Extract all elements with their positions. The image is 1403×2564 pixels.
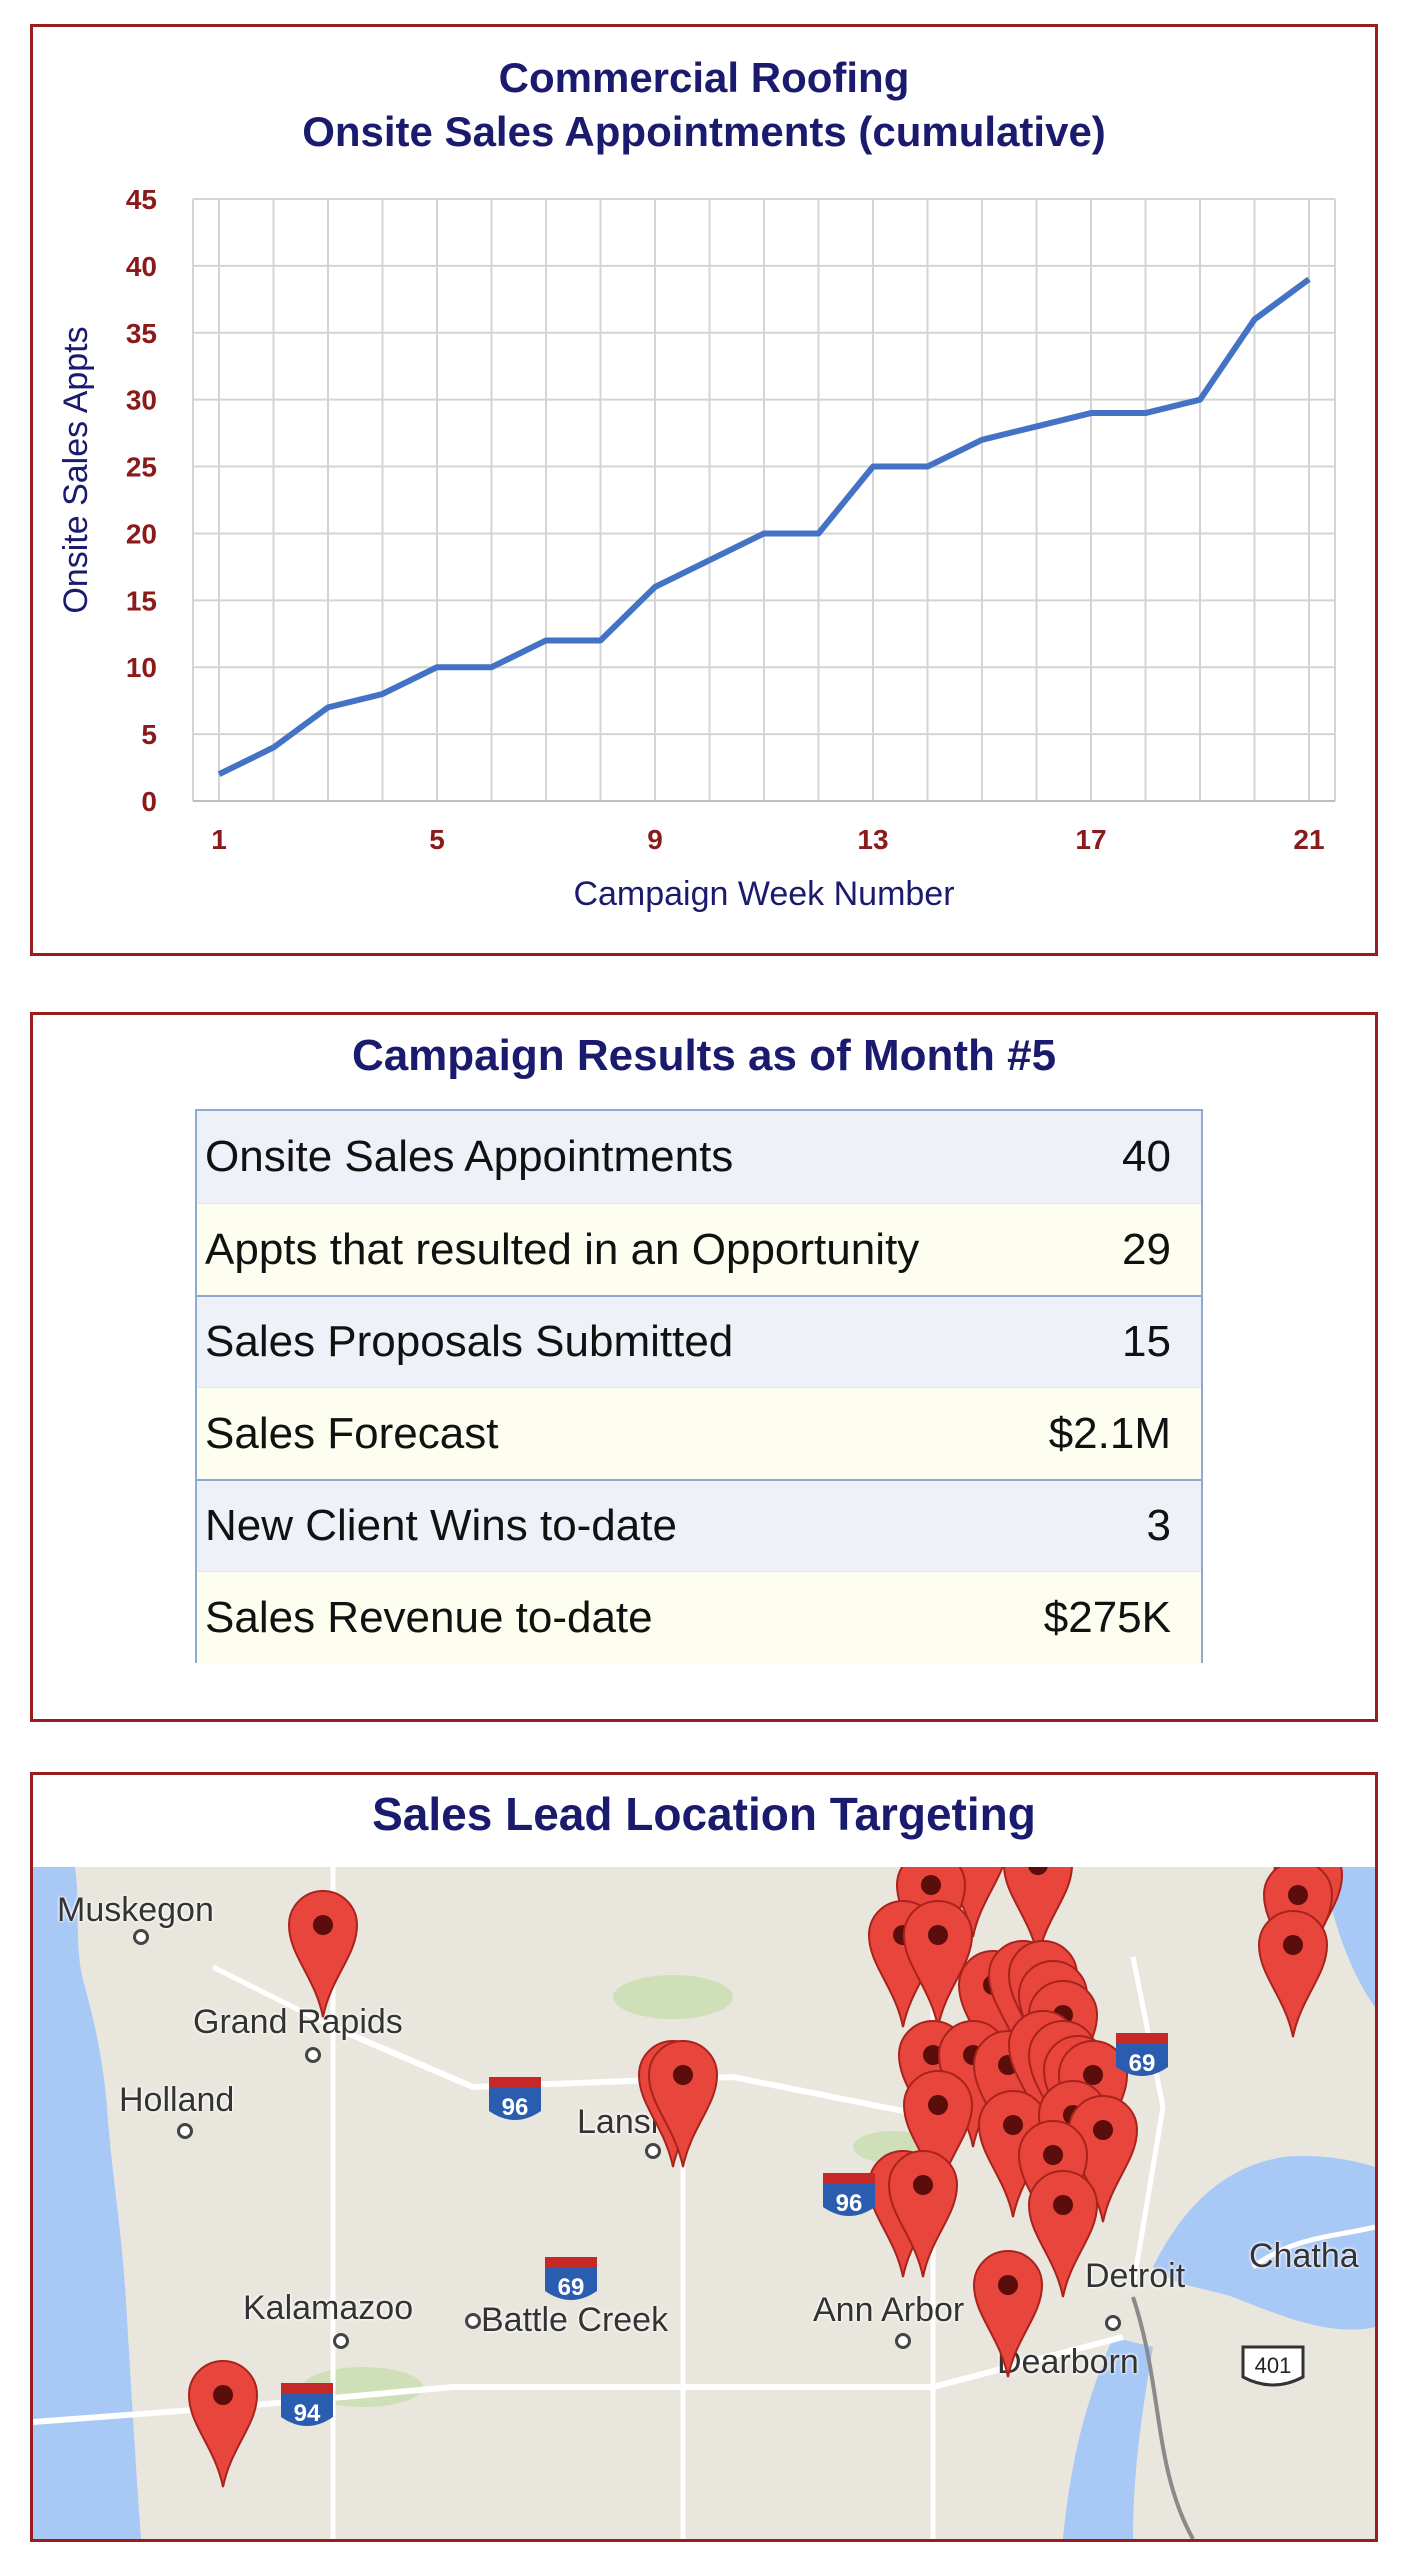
map-pin-icon[interactable] [287, 1890, 359, 2018]
highway-number: 69 [1129, 2050, 1156, 2077]
series-line [217, 276, 1311, 777]
road [1130, 1956, 1166, 2288]
table-row: New Client Wins to-date 3 [197, 1479, 1201, 1571]
x-tick-label: 5 [429, 824, 445, 855]
map-panel: Sales Lead Location Targeting Muskego [30, 1772, 1378, 2542]
map-pin-icon[interactable] [902, 2070, 974, 2198]
table-row: Onsite Sales Appointments 40 [197, 1111, 1201, 1203]
y-tick-label: 20 [126, 518, 157, 549]
highway-number: 401 [1255, 2353, 1292, 2378]
highway-shield-icon: 96 [823, 2173, 875, 2217]
map-pin-icon[interactable] [902, 1900, 974, 2028]
lake-st-clair [1153, 2155, 1375, 2330]
row-label: New Client Wins to-date [205, 1501, 677, 1550]
park-area [613, 1975, 733, 2019]
map-title: Sales Lead Location Targeting [372, 1788, 1036, 1840]
results-panel: Campaign Results as of Month #5 Onsite S… [30, 1012, 1378, 1722]
city-dot [895, 2333, 911, 2349]
city-dot [177, 2123, 193, 2139]
map-pin-icon[interactable] [1003, 1867, 1073, 1958]
row-label: Onsite Sales Appointments [205, 1132, 734, 1181]
row-label: Sales Revenue to-date [205, 1592, 653, 1642]
results-table: Onsite Sales Appointments 40 Appts that … [195, 1109, 1203, 1663]
map-pin-icon[interactable] [1257, 1910, 1329, 2038]
x-tick-label: 17 [1075, 824, 1106, 855]
lake-michigan [33, 1867, 141, 2539]
city-label-dearborn: Dearborn [997, 2343, 1139, 2381]
road [33, 2334, 1124, 2425]
x-tick-label: 13 [857, 824, 888, 855]
y-tick-label: 5 [141, 719, 157, 750]
y-tick-label: 45 [126, 184, 157, 215]
y-axis-label: Onsite Sales Appts [57, 326, 95, 613]
y-tick-label: 15 [126, 585, 157, 616]
city-label-muskegon: Muskegon [57, 1891, 214, 1929]
results-title: Campaign Results as of Month #5 [351, 1031, 1057, 1080]
highway-number: 94 [294, 2400, 321, 2427]
highway-shield-icon: 69 [1116, 2033, 1168, 2077]
city-dot [305, 2047, 321, 2063]
row-value: 15 [1122, 1317, 1171, 1366]
chart-title: Commercial Roofing Onsite Sales Appointm… [33, 51, 1375, 159]
chart-panel: Commercial Roofing Onsite Sales Appointm… [30, 24, 1378, 956]
city-dot [133, 1929, 149, 1945]
city-dot [333, 2333, 349, 2349]
row-value: 3 [1146, 1501, 1171, 1550]
x-tick-label: 9 [647, 824, 663, 855]
y-tick-label: 30 [126, 385, 157, 416]
map-pin-icon[interactable] [972, 2250, 1044, 2378]
road [1251, 2224, 1375, 2270]
chart-title-line1: Commercial Roofing [498, 54, 910, 101]
row-label: Sales Forecast [205, 1408, 499, 1458]
detroit-river [1063, 2337, 1153, 2539]
city-dot [1105, 2315, 1121, 2331]
city-dot [465, 2313, 481, 2329]
map-pin-icon[interactable] [647, 2040, 719, 2168]
map-background [33, 1867, 1375, 2539]
table-row: Sales Revenue to-date $275K [197, 1571, 1201, 1663]
map[interactable]: Muskegon Grand Rapids Holland Lansing Ka… [33, 1867, 1375, 2539]
y-tick-label: 0 [141, 786, 157, 817]
highway-shield-icon: 401 [1241, 2345, 1305, 2387]
table-row: Appts that resulted in an Opportunity 29 [197, 1203, 1201, 1295]
row-value: 40 [1122, 1132, 1171, 1181]
city-label-detroit: Detroit [1085, 2257, 1186, 2295]
table-row: Sales Forecast $2.1M [197, 1387, 1201, 1479]
map-pin-icon[interactable] [887, 2150, 959, 2278]
highway-shield-icon: 96 [489, 2077, 541, 2121]
row-value: 29 [1122, 1224, 1171, 1274]
border-line [1131, 2296, 1195, 2539]
x-tick-label: 21 [1293, 824, 1324, 855]
y-tick-label: 35 [126, 318, 157, 349]
highway-number: 69 [558, 2274, 585, 2301]
road [211, 1964, 335, 2030]
y-tick-label: 25 [126, 452, 157, 483]
chart-title-line2: Onsite Sales Appointments (cumulative) [302, 108, 1106, 155]
highway-shield-icon: 94 [281, 2383, 333, 2427]
table-row: Sales Proposals Submitted 15 [197, 1295, 1201, 1387]
marker-layer: 96 96 69 69 94 401 [187, 1867, 1344, 2488]
row-label: Appts that resulted in an Opportunity [205, 1224, 920, 1274]
city-label-holland: Holland [119, 2081, 235, 2119]
row-label: Sales Proposals Submitted [205, 1317, 734, 1366]
y-tick-label: 10 [126, 652, 157, 683]
row-value: $275K [1043, 1592, 1171, 1642]
highway-number: 96 [836, 2190, 863, 2217]
highway-number: 96 [502, 2094, 529, 2121]
y-tick-label: 40 [126, 251, 157, 282]
x-axis-label: Campaign Week Number [573, 875, 954, 913]
city-label-ann-arbor: Ann Arbor [813, 2291, 965, 2329]
city-label-kalamazoo: Kalamazoo [243, 2289, 414, 2327]
row-value: $2.1M [1048, 1408, 1171, 1458]
highway-shield-icon: 69 [545, 2257, 597, 2301]
city-label-chatham: Chatha [1249, 2237, 1359, 2275]
city-label-grand-rapids: Grand Rapids [193, 2003, 403, 2041]
map-pin-icon[interactable] [187, 2360, 259, 2488]
city-label-battle-creek: Battle Creek [481, 2301, 669, 2339]
x-tick-label: 1 [211, 824, 227, 855]
map-pin-icon[interactable] [1027, 2170, 1099, 2298]
city-dot [645, 2143, 661, 2159]
